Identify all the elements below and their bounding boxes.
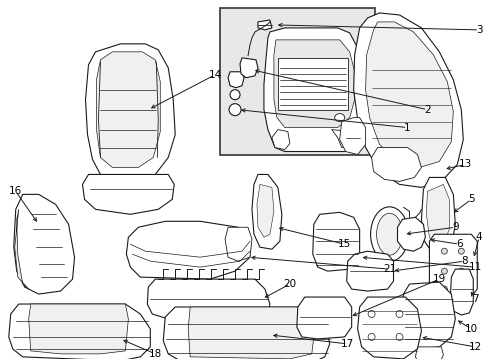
Text: 15: 15 [337, 239, 350, 249]
Polygon shape [258, 20, 271, 30]
Text: 21: 21 [382, 264, 395, 274]
Bar [277, 58, 347, 110]
Polygon shape [331, 130, 355, 148]
Text: 16: 16 [9, 186, 22, 197]
Ellipse shape [228, 104, 241, 116]
Ellipse shape [441, 248, 447, 254]
Polygon shape [163, 307, 329, 360]
Ellipse shape [370, 207, 407, 262]
Text: 9: 9 [451, 222, 458, 232]
Text: 14: 14 [208, 70, 221, 80]
Text: 2: 2 [423, 105, 430, 114]
Text: 7: 7 [471, 294, 478, 304]
Ellipse shape [367, 311, 374, 318]
Polygon shape [357, 297, 421, 359]
Ellipse shape [376, 213, 402, 255]
Ellipse shape [457, 286, 463, 292]
Polygon shape [296, 297, 351, 339]
Polygon shape [353, 13, 462, 188]
Text: 1: 1 [404, 123, 410, 132]
Text: 4: 4 [475, 232, 482, 242]
Polygon shape [273, 40, 354, 127]
Polygon shape [188, 307, 314, 359]
Polygon shape [29, 304, 128, 354]
Polygon shape [82, 175, 174, 214]
Polygon shape [264, 28, 365, 152]
Ellipse shape [395, 311, 402, 318]
Polygon shape [365, 22, 452, 167]
Text: 18: 18 [148, 349, 162, 359]
Text: 6: 6 [455, 239, 462, 249]
Ellipse shape [229, 90, 240, 100]
Polygon shape [227, 72, 244, 88]
Polygon shape [426, 184, 448, 247]
Polygon shape [421, 177, 454, 253]
Ellipse shape [457, 248, 463, 254]
Bar [220, 8, 374, 154]
Text: 8: 8 [460, 256, 467, 266]
Text: 5: 5 [467, 194, 474, 204]
Polygon shape [401, 282, 454, 349]
Ellipse shape [441, 268, 447, 274]
Text: 10: 10 [464, 324, 477, 334]
Text: 17: 17 [340, 339, 354, 349]
Ellipse shape [457, 268, 463, 274]
Polygon shape [224, 227, 251, 261]
Polygon shape [9, 304, 150, 360]
Text: 12: 12 [468, 342, 481, 352]
Polygon shape [428, 234, 476, 297]
Text: 3: 3 [475, 25, 482, 35]
Polygon shape [251, 175, 281, 249]
Ellipse shape [367, 333, 374, 341]
Polygon shape [256, 184, 273, 237]
Ellipse shape [441, 286, 447, 292]
Polygon shape [240, 58, 258, 78]
Text: 13: 13 [458, 159, 471, 170]
Polygon shape [147, 279, 269, 319]
Polygon shape [96, 52, 160, 167]
Polygon shape [346, 251, 393, 291]
Ellipse shape [395, 333, 402, 341]
Polygon shape [15, 209, 29, 289]
Text: 19: 19 [432, 274, 445, 284]
Polygon shape [415, 347, 443, 360]
Ellipse shape [334, 114, 344, 122]
Polygon shape [312, 212, 359, 271]
Polygon shape [271, 130, 289, 149]
Polygon shape [339, 118, 365, 154]
Polygon shape [85, 44, 175, 184]
Polygon shape [397, 217, 425, 251]
Text: 11: 11 [468, 262, 481, 272]
Polygon shape [14, 194, 74, 294]
Polygon shape [371, 148, 421, 181]
Polygon shape [126, 221, 249, 279]
Polygon shape [449, 269, 472, 315]
Text: 20: 20 [283, 279, 296, 289]
